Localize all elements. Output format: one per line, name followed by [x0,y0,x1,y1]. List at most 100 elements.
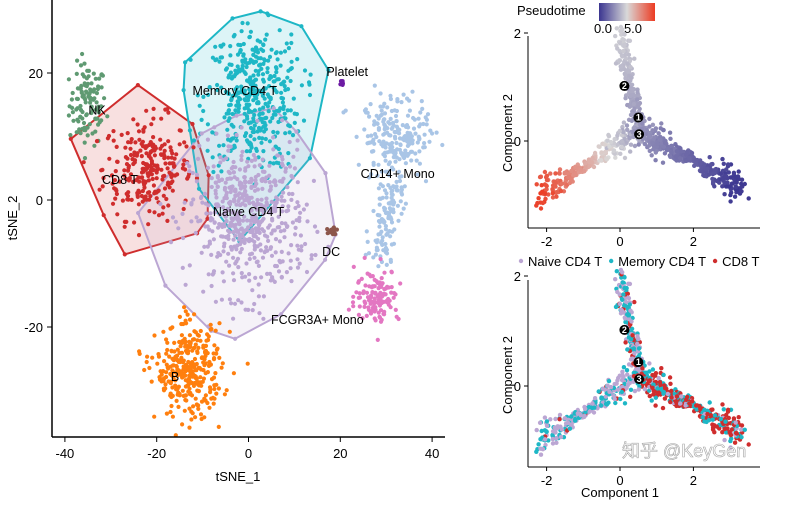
cell-point [288,108,293,113]
cell-point [731,416,737,421]
cell-point [151,183,156,188]
cell-point [254,88,259,93]
cell-point [233,336,238,341]
cell-point [650,122,656,128]
cell-point [215,184,220,189]
cell-point [177,314,182,319]
cell-point [226,251,231,256]
cell-point [273,250,278,255]
cell-point [307,92,313,98]
cell-point [632,56,637,61]
cell-point [149,122,154,127]
cell-point [360,316,365,321]
cell-point [148,163,153,168]
cell-point [219,85,224,90]
cell-point [559,181,565,186]
cell-point [187,317,193,322]
cell-point [199,194,204,199]
cell-point [145,190,151,195]
cell-point [140,199,145,204]
cell-point [227,297,232,302]
cell-point [662,151,668,156]
cell-point [181,321,186,327]
cell-point [232,143,237,148]
cell-point [397,127,402,132]
cell-point [200,200,205,205]
cell-point [631,370,636,376]
cell-point [389,208,394,213]
cell-point [252,301,257,307]
cell-point [164,411,169,416]
cell-point [270,216,275,221]
cell-point [231,237,236,242]
cell-point [603,394,609,399]
cell-point [356,162,361,167]
cell-point [247,60,252,65]
cell-point [211,375,217,380]
cell-point [687,156,692,161]
cell-point [626,69,632,74]
cell-point [205,148,210,153]
cell-point [398,281,403,286]
branch-point-label: 3 [637,374,642,384]
cell-point [80,94,85,99]
cell-point [284,41,289,46]
cell-point [725,426,730,431]
cell-point [582,169,587,174]
cell-point [393,159,398,164]
cell-point [620,270,625,275]
cell-point [295,265,301,270]
cell-point [698,161,703,166]
cell-point [226,118,231,123]
cell-point [538,200,543,205]
cell-point [110,181,115,186]
cell-point [364,229,369,234]
cell-point [255,38,260,43]
cell-point [303,241,308,247]
cell-point [282,111,287,116]
cell-point [143,179,148,184]
cell-point [372,119,377,124]
cell-point [245,139,250,144]
cell-point [746,196,751,201]
cell-point [620,297,625,302]
cell-point [627,281,633,287]
cell-point [284,270,289,275]
cell-point [177,339,182,345]
cell-point [95,116,100,121]
cell-point [109,173,115,178]
cell-point [388,93,393,98]
cell-point [148,194,153,199]
cell-point [707,155,712,160]
cell-point [562,170,568,175]
cell-point [362,304,367,309]
cell-point [615,378,620,383]
cell-point [714,178,719,184]
cell-point [286,204,291,209]
cell-point [362,127,367,132]
cell-point [395,203,400,208]
cell-point [272,228,277,233]
cell-point [112,178,117,183]
cell-point [351,294,356,299]
cell-point [99,72,104,77]
cell-point [117,179,122,184]
legend-label: CD8 T [722,254,759,269]
cell-point [596,389,601,394]
cell-point [285,185,290,190]
cell-point [205,165,211,170]
pseudotime-ticks: -2 0 220 [514,26,697,249]
cell-point [258,56,263,61]
cell-point [383,227,388,232]
cell-point [386,173,391,178]
cell-point [241,230,246,235]
cell-point [308,72,313,77]
y-tick-label: 2 [514,269,521,284]
cell-point [125,168,131,173]
cell-point [625,304,630,310]
cell-point [168,240,174,245]
cell-point [152,414,157,419]
cell-point [207,405,212,410]
cell-point [288,78,293,84]
cell-point [280,179,285,184]
